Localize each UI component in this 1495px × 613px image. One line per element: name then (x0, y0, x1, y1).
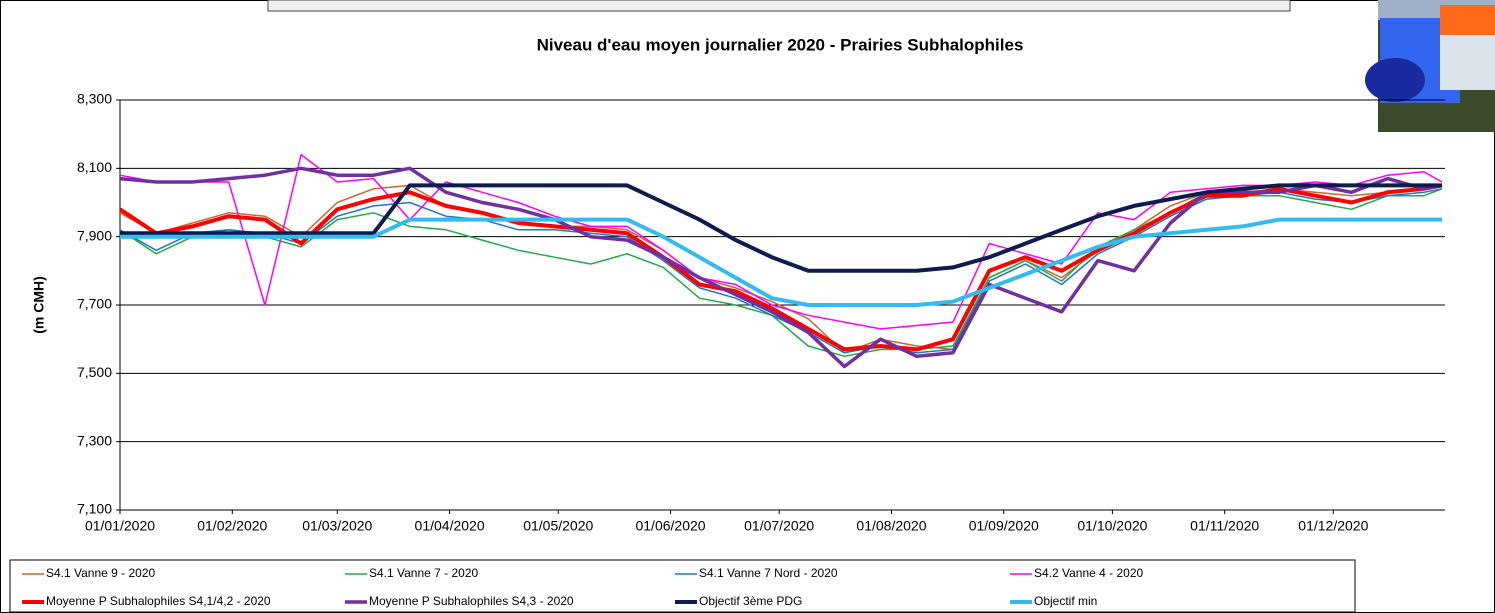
chart: Niveau d'eau moyen journalier 2020 - Pra… (0, 0, 1495, 613)
x-tick-label: 01/07/2020 (744, 518, 814, 534)
y-tick-label: 7,500 (77, 364, 112, 380)
y-tick-label: 7,700 (77, 296, 112, 312)
legend-label: Objectif min (1034, 594, 1097, 608)
x-tick-label: 01/04/2020 (415, 518, 485, 534)
x-tick-label: 01/01/2020 (85, 518, 155, 534)
legend-label: S4.1 Vanne 9 - 2020 (46, 566, 156, 580)
legend-label: Moyenne P Subhalophiles S4,1/4,2 - 2020 (46, 594, 271, 608)
chart-title: Niveau d'eau moyen journalier 2020 - Pra… (537, 35, 1024, 54)
page: Niveau d'eau moyen journalier 2020 - Pra… (0, 0, 1495, 613)
map-zone (1440, 35, 1495, 90)
x-tick-label: 01/05/2020 (523, 518, 593, 534)
legend-label: S4.2 Vanne 4 - 2020 (1034, 566, 1144, 580)
y-tick-label: 7,100 (77, 501, 112, 517)
legend-label: Objectif 3ème PDG (699, 594, 802, 608)
x-tick-label: 01/02/2020 (197, 518, 267, 534)
x-tick-label: 01/12/2020 (1298, 518, 1368, 534)
map-thumbnail (1365, 0, 1495, 132)
x-tick-label: 01/11/2020 (1190, 518, 1259, 534)
map-zone (1440, 5, 1495, 35)
x-tick-label: 01/08/2020 (856, 518, 926, 534)
y-tick-label: 7,300 (77, 432, 112, 448)
x-tick-label: 01/06/2020 (635, 518, 705, 534)
y-axis-label: (m CMH) (31, 276, 47, 334)
y-tick-label: 8,100 (77, 159, 112, 175)
legend-label: S4.1 Vanne 7 - 2020 (369, 566, 479, 580)
top-box (268, 0, 1290, 11)
x-tick-label: 01/03/2020 (302, 518, 372, 534)
legend-label: Moyenne P Subhalophiles S4,3 - 2020 (369, 594, 574, 608)
x-tick-label: 01/10/2020 (1077, 518, 1147, 534)
legend-label: S4.1 Vanne 7 Nord - 2020 (699, 566, 838, 580)
map-zone (1365, 58, 1425, 102)
y-tick-label: 8,300 (77, 91, 112, 107)
y-tick-label: 7,900 (77, 227, 112, 243)
x-tick-label: 01/09/2020 (969, 518, 1039, 534)
